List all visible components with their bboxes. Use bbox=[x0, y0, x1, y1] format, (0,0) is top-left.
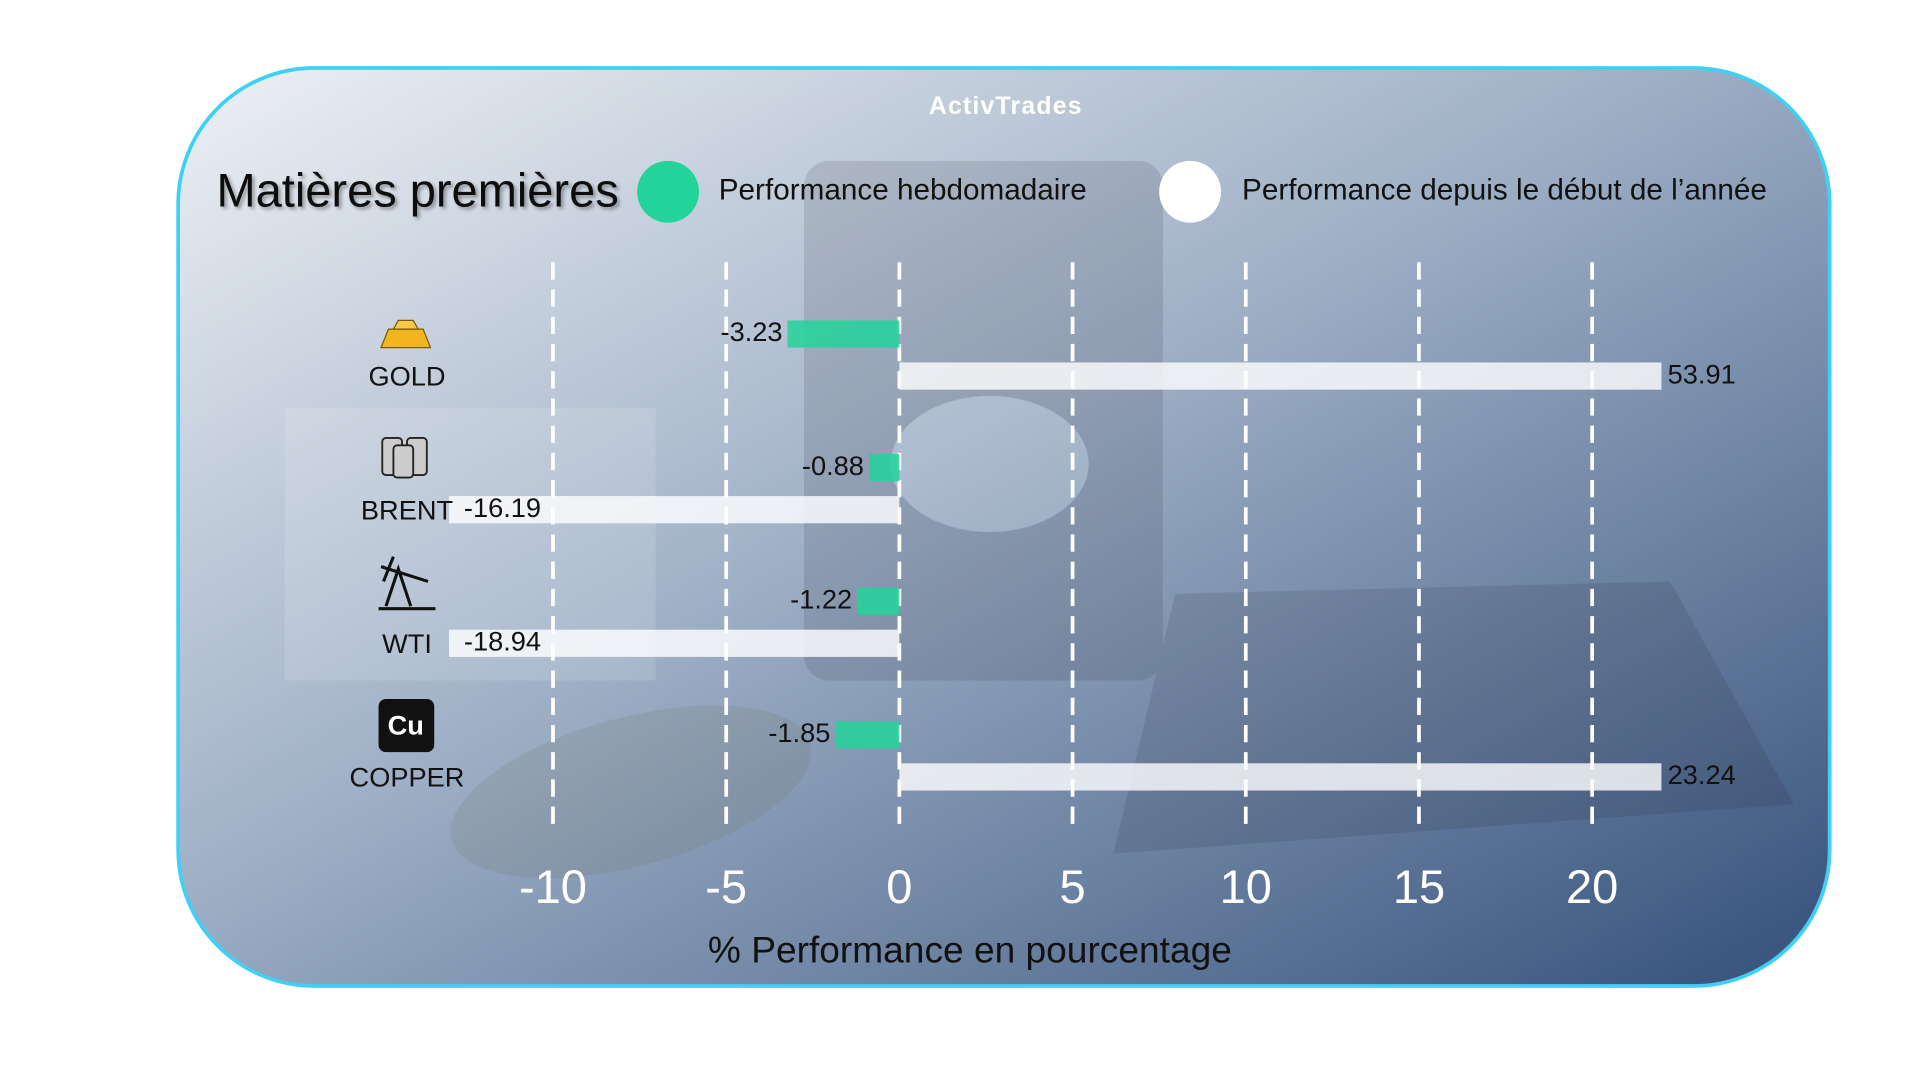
value-label: -0.88 bbox=[802, 450, 864, 481]
x-tick-label: 10 bbox=[1220, 860, 1272, 913]
category-label: COPPER bbox=[350, 762, 465, 793]
bar bbox=[899, 362, 1662, 390]
value-label: -1.22 bbox=[790, 583, 852, 614]
value-label: 23.24 bbox=[1668, 759, 1736, 790]
x-tick-label: -10 bbox=[519, 860, 587, 913]
category-label: WTI bbox=[382, 628, 432, 659]
x-tick-label: 0 bbox=[886, 860, 912, 913]
value-label: -16.19 bbox=[464, 492, 541, 523]
legend-label: Performance depuis le début de l’année bbox=[1242, 174, 1767, 207]
bar bbox=[835, 721, 900, 749]
bars bbox=[449, 320, 1662, 791]
copper-icon: Cu bbox=[378, 698, 435, 753]
x-axis-label: % Performance en pourcentage bbox=[708, 928, 1232, 970]
category-label: GOLD bbox=[368, 361, 445, 392]
x-tick-label: 5 bbox=[1060, 860, 1086, 913]
svg-text:Cu: Cu bbox=[388, 710, 424, 741]
bar bbox=[449, 496, 900, 524]
value-label: -3.23 bbox=[721, 316, 783, 347]
bar bbox=[857, 587, 900, 615]
value-label: 53.91 bbox=[1668, 358, 1736, 389]
card bbox=[176, 66, 1832, 988]
bar bbox=[868, 454, 900, 482]
bar bbox=[787, 320, 900, 348]
legend-swatch bbox=[1159, 160, 1222, 223]
category-label: BRENT bbox=[361, 494, 453, 525]
brent-icon bbox=[381, 437, 428, 479]
x-tick-label: 20 bbox=[1566, 860, 1618, 913]
brand: ActivTrades bbox=[929, 93, 1083, 120]
legend-label: Performance hebdomadaire bbox=[719, 174, 1087, 207]
bar bbox=[899, 763, 1662, 791]
x-tick-label: 15 bbox=[1393, 860, 1445, 913]
value-label: -18.94 bbox=[464, 625, 541, 656]
value-label: -1.85 bbox=[768, 717, 830, 748]
x-tick-label: -5 bbox=[705, 860, 747, 913]
bar bbox=[449, 629, 900, 657]
wti-icon bbox=[378, 556, 436, 611]
legend-swatch bbox=[637, 160, 699, 223]
chart-title: Matières premières bbox=[216, 164, 618, 217]
gold-icon bbox=[380, 319, 432, 349]
plot: -10 -5 0 5 10 15 20 % Performance en pourcentag… bbox=[350, 160, 1767, 970]
